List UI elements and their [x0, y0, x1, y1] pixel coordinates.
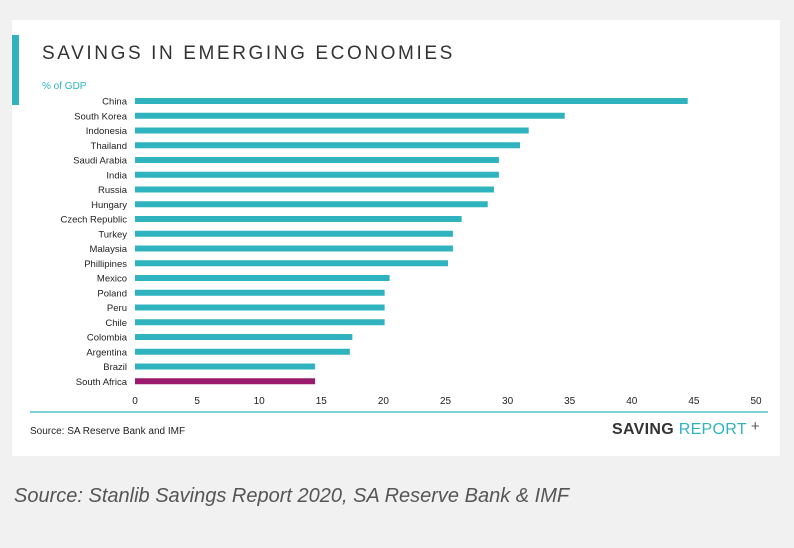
- y-axis-label: % of GDP: [42, 81, 87, 92]
- category-label: Chile: [105, 318, 127, 329]
- bar-poland: [135, 289, 385, 296]
- bar-south-africa: [135, 378, 316, 385]
- category-label: Poland: [97, 288, 127, 299]
- bar-czech-republic: [135, 216, 462, 222]
- bar-peru: [135, 304, 385, 311]
- x-tick-label: 25: [440, 396, 452, 407]
- bar-russia: [135, 186, 494, 193]
- chart-title: SAVINGS IN EMERGING ECONOMIES: [42, 43, 455, 64]
- bar-india: [135, 171, 499, 178]
- bar-indonesia: [135, 127, 529, 134]
- bar-malaysia: [135, 245, 453, 252]
- x-tick-label: 15: [316, 396, 328, 407]
- accent-bar: [12, 35, 19, 105]
- x-tick-label: 50: [750, 396, 762, 407]
- category-label: Phillipines: [84, 259, 127, 270]
- x-tick-label: 35: [564, 396, 576, 407]
- x-tick-label: 5: [194, 396, 200, 407]
- category-label: Indonesia: [86, 126, 128, 137]
- category-label: South Africa: [76, 377, 128, 388]
- x-tick-label: 40: [626, 396, 638, 407]
- category-label: Peru: [107, 303, 127, 314]
- bar-argentina: [135, 348, 350, 355]
- category-label: Russia: [98, 185, 128, 196]
- x-tick-label: 0: [132, 396, 138, 407]
- x-tick-label: 30: [502, 396, 514, 407]
- plus-icon: +: [750, 418, 760, 435]
- chart-source-note: Source: SA Reserve Bank and IMF: [30, 426, 186, 437]
- category-label: Colombia: [87, 333, 128, 344]
- bar-chile: [135, 319, 385, 326]
- bar-china: [135, 98, 688, 104]
- brand-light-text: REPORT: [678, 421, 747, 438]
- bar-turkey: [135, 230, 453, 237]
- category-label: India: [106, 170, 127, 181]
- bar-hungary: [135, 201, 488, 208]
- category-label: Mexico: [97, 274, 127, 285]
- bar-saudi-arabia: [135, 157, 499, 163]
- category-label: Czech Republic: [60, 215, 127, 226]
- bar-brazil: [135, 363, 316, 370]
- category-label: Hungary: [91, 200, 127, 211]
- category-label: Turkey: [98, 229, 127, 240]
- category-label: Brazil: [103, 362, 127, 373]
- category-label: Saudi Arabia: [73, 156, 128, 167]
- x-tick-label: 20: [378, 396, 390, 407]
- bar-mexico: [135, 275, 390, 281]
- brand-bold-text: SAVING: [612, 421, 674, 438]
- bar-phillipines: [135, 260, 448, 267]
- saving-report-logo: SAVING REPORT +: [612, 418, 760, 439]
- category-label: Thailand: [91, 141, 127, 152]
- category-label: Argentina: [86, 347, 127, 358]
- bar-thailand: [135, 142, 521, 149]
- category-label: Malaysia: [90, 244, 128, 255]
- bar-colombia: [135, 334, 353, 340]
- figure-caption: Source: Stanlib Savings Report 2020, SA …: [14, 485, 570, 507]
- category-label: South Korea: [74, 111, 128, 122]
- category-label: China: [102, 97, 128, 108]
- x-tick-label: 45: [688, 396, 700, 407]
- x-tick-label: 10: [254, 396, 266, 407]
- bar-south-korea: [135, 112, 565, 119]
